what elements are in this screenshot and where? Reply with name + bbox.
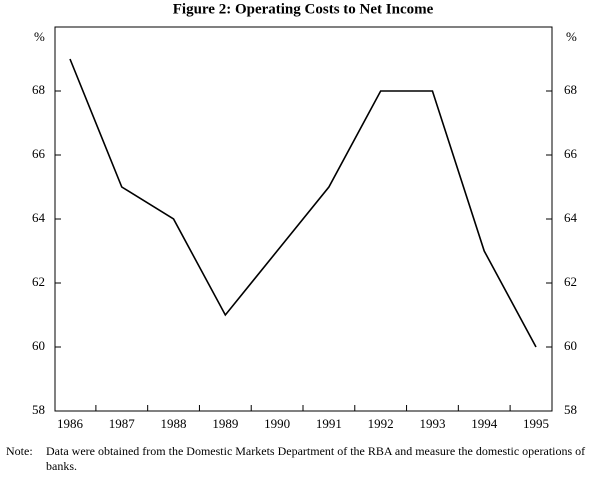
x-tick-label: 1994 [471, 416, 498, 431]
y-tick-label: 68 [32, 82, 45, 97]
y2-unit: % [566, 29, 577, 44]
y-tick-label: 64 [32, 210, 46, 225]
y2-tick-label: 64 [564, 210, 578, 225]
chart: Figure 2: Operating Costs to Net Income … [32, 1, 578, 431]
x-tick-label: 1989 [212, 416, 238, 431]
x-tick-label: 1991 [316, 416, 342, 431]
y2-tick-label: 62 [564, 274, 577, 289]
y2-tick-label: 58 [564, 402, 577, 417]
x-tick-label: 1988 [161, 416, 187, 431]
y-unit: % [34, 29, 45, 44]
note: Note: Data were obtained from the Domest… [6, 444, 596, 474]
y2-tick-label: 68 [564, 82, 577, 97]
x-tick-label: 1993 [419, 416, 445, 431]
x-tick-label: 1990 [264, 416, 290, 431]
x-tick-label: 1987 [109, 416, 136, 431]
y-tick-label: 58 [32, 402, 45, 417]
note-label: Note: [6, 444, 33, 458]
y-tick-label: 62 [32, 274, 45, 289]
y2-tick-label: 66 [564, 146, 578, 161]
x-tick-label: 1992 [368, 416, 394, 431]
x-tick-label: 1995 [523, 416, 549, 431]
line [69, 58, 537, 348]
y2-tick-label: 60 [564, 338, 577, 353]
y-tick-label: 66 [32, 146, 46, 161]
chart-title: Figure 2: Operating Costs to Net Income [173, 1, 434, 17]
y-tick-label: 60 [32, 338, 45, 353]
x-tick-label: 1986 [57, 416, 84, 431]
note-text: Data were obtained from the Domestic Mar… [46, 444, 586, 473]
